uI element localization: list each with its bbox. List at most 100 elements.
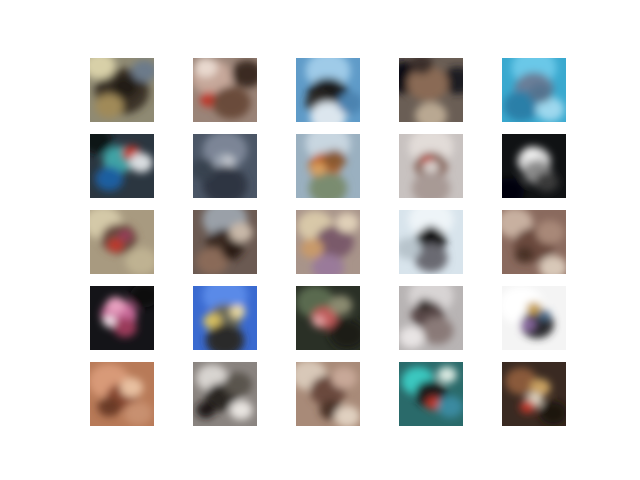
sample-color-blob (123, 401, 153, 426)
sample-image (399, 362, 463, 426)
sample-color-blob (539, 401, 566, 426)
sample-color-blob (310, 101, 346, 122)
sample-image-canvas (90, 362, 154, 426)
sample-color-blob (223, 372, 252, 397)
sample-color-blob (118, 230, 132, 241)
sample-image (296, 362, 360, 426)
sample-color-blob (535, 172, 559, 192)
sample-color-blob (113, 317, 137, 338)
sample-image (296, 286, 360, 350)
sample-color-blob (229, 400, 253, 420)
sample-color-blob (322, 149, 346, 170)
sample-color-blob (308, 172, 348, 198)
sample-color-blob (300, 238, 324, 259)
sample-image-canvas (502, 134, 566, 198)
sample-image-canvas (90, 286, 154, 350)
sample-color-blob (537, 309, 550, 321)
sample-image-canvas (296, 286, 360, 350)
sample-color-blob (423, 160, 439, 174)
sample-image-canvas (193, 134, 257, 198)
sample-color-blob (503, 90, 540, 122)
sample-color-blob (437, 395, 463, 418)
sample-image-canvas (296, 210, 360, 274)
sample-image (502, 286, 566, 350)
sample-color-blob (196, 401, 216, 419)
sample-color-blob (335, 213, 359, 233)
sample-image (502, 362, 566, 426)
sample-color-blob (423, 225, 439, 239)
sample-color-blob (102, 315, 116, 327)
sample-image-canvas (399, 286, 463, 350)
sample-color-blob (505, 367, 538, 395)
sample-color-blob (196, 247, 229, 274)
sample-image-canvas (399, 134, 463, 198)
sample-color-blob (112, 75, 138, 98)
sample-image (193, 362, 257, 426)
sample-image-canvas (193, 58, 257, 122)
sample-color-blob (411, 172, 451, 198)
sample-color-blob (90, 134, 113, 154)
sample-color-blob (212, 86, 251, 120)
sample-color-blob (399, 237, 422, 260)
sample-image (90, 286, 154, 350)
sample-image-canvas (90, 210, 154, 274)
sample-image (399, 210, 463, 274)
sample-image (90, 58, 154, 122)
sample-color-blob (310, 162, 327, 176)
sample-color-blob (416, 298, 433, 312)
sample-color-blob (125, 247, 154, 274)
sample-color-blob (329, 318, 360, 350)
sample-color-blob (526, 301, 542, 315)
sample-color-blob (535, 220, 565, 245)
sample-color-blob (193, 158, 216, 181)
sample-image-canvas (193, 362, 257, 426)
sample-color-blob (528, 83, 552, 103)
sample-image (399, 286, 463, 350)
sample-image (399, 58, 463, 122)
sample-image (193, 134, 257, 198)
sample-color-blob (230, 305, 246, 319)
sample-color-blob (129, 153, 153, 173)
sample-image (399, 134, 463, 198)
sample-color-blob (407, 66, 449, 101)
sample-color-blob (221, 243, 241, 260)
sample-color-blob (130, 286, 154, 308)
sample-color-blob (202, 134, 248, 169)
sample-color-blob (437, 366, 457, 383)
sample-color-blob (229, 222, 253, 243)
sample-color-blob (203, 313, 222, 329)
sample-color-blob (131, 59, 154, 82)
sample-color-blob (514, 246, 534, 263)
sample-color-blob (519, 317, 536, 331)
sample-image-canvas (502, 58, 566, 122)
sample-color-blob (337, 91, 360, 114)
sample-image (193, 58, 257, 122)
sample-color-blob (334, 405, 360, 426)
sample-color-blob (523, 146, 539, 160)
sample-color-blob (95, 166, 124, 191)
sample-color-blob (312, 315, 325, 327)
sample-image (296, 134, 360, 198)
sample-image-canvas (502, 210, 566, 274)
sample-image-canvas (399, 210, 463, 274)
sample-color-blob (312, 254, 344, 274)
sample-image-canvas (502, 362, 566, 426)
sample-image (90, 210, 154, 274)
sample-image-canvas (193, 210, 257, 274)
sample-image (90, 362, 154, 426)
sample-image (502, 210, 566, 274)
sample-image (296, 58, 360, 122)
sample-color-blob (106, 297, 126, 314)
sample-image-canvas (296, 362, 360, 426)
sample-color-blob (120, 377, 144, 398)
sample-color-blob (539, 255, 566, 274)
sample-image-canvas (193, 286, 257, 350)
sample-color-blob (97, 397, 121, 417)
sample-color-blob (107, 238, 124, 252)
sample-color-blob (205, 324, 245, 350)
sample-image (193, 286, 257, 350)
sample-color-blob (399, 326, 425, 349)
sample-image-canvas (90, 58, 154, 122)
sample-color-blob (194, 58, 218, 78)
